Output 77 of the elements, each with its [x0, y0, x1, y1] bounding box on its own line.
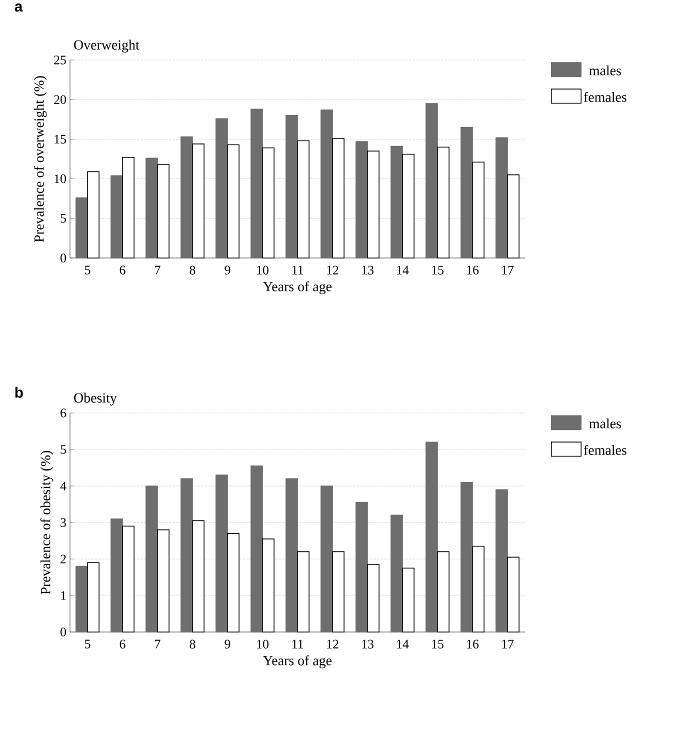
x-tick-label: 12 — [327, 640, 338, 648]
bar — [76, 566, 88, 632]
y-tick-label: 5 — [60, 214, 66, 223]
y-tick-label: 0 — [60, 628, 66, 636]
legend-label: males — [589, 418, 621, 428]
x-tick-label: 15 — [432, 266, 444, 274]
bar — [110, 175, 123, 258]
bar — [390, 146, 403, 258]
bar — [180, 136, 193, 258]
x-tick-label: 6 — [120, 266, 126, 274]
bar — [250, 466, 263, 632]
x-axis-title: Years of age — [263, 655, 332, 668]
y-tick-label: 4 — [60, 482, 66, 490]
x-tick-label: 16 — [467, 640, 479, 648]
bar — [320, 486, 333, 632]
y-tick-label: 10 — [54, 174, 66, 184]
x-tick-label: 5 — [85, 266, 90, 274]
y-tick-label: 15 — [54, 134, 66, 144]
bar — [76, 197, 88, 258]
y-tick-label: 2 — [60, 554, 66, 564]
x-tick-label: 6 — [120, 640, 126, 648]
chart-title: Overweight — [74, 40, 140, 52]
y-axis-title: Prevalence of obesity (%) — [40, 450, 54, 594]
y-tick-label: 0 — [60, 254, 66, 262]
x-tick-label: 7 — [155, 266, 160, 274]
y-tick-label: 1 — [61, 591, 66, 600]
bar — [496, 137, 508, 258]
bar — [286, 115, 298, 258]
bar — [216, 474, 228, 632]
x-tick-label: 13 — [362, 640, 374, 648]
bar — [286, 478, 298, 632]
x-tick-label: 7 — [155, 640, 160, 648]
x-tick-label: 11 — [292, 640, 303, 648]
x-tick-label: 13 — [362, 266, 374, 274]
x-tick-label: 14 — [397, 640, 409, 648]
text: b — [15, 386, 23, 398]
x-tick-label: 17 — [502, 640, 514, 648]
bar — [180, 478, 193, 632]
y-tick-label: 20 — [54, 95, 66, 104]
x-axis-title: Years of age — [263, 281, 332, 294]
x-tick-label: 9 — [224, 266, 230, 274]
legend-label: females — [584, 444, 626, 455]
bar — [216, 118, 228, 258]
y-tick-label: 5 — [60, 445, 66, 454]
bar — [146, 486, 158, 632]
bar — [110, 518, 123, 632]
x-tick-label: 8 — [190, 640, 196, 649]
bar — [460, 482, 473, 632]
bar — [426, 103, 438, 258]
legend-label: females — [584, 92, 626, 102]
y-tick-label: 6 — [60, 408, 66, 418]
x-tick-label: 8 — [190, 266, 196, 275]
legend-label: males — [589, 65, 621, 76]
x-tick-label: 17 — [502, 266, 514, 274]
x-tick-label: 9 — [224, 640, 230, 648]
y-tick-label: 3 — [60, 518, 66, 527]
bar — [356, 502, 368, 632]
x-tick-label: 10 — [257, 640, 268, 649]
chart-title: Obesity — [74, 392, 117, 406]
text: a — [14, 3, 23, 12]
bar — [426, 442, 438, 632]
bar — [320, 109, 333, 258]
x-tick-label: 15 — [432, 640, 444, 648]
bar — [356, 141, 368, 258]
x-tick-label: 14 — [397, 266, 409, 274]
bar — [460, 126, 473, 258]
x-tick-label: 16 — [467, 266, 479, 274]
y-axis-title: Prevalence of overweight (%) — [34, 76, 47, 242]
bar — [496, 489, 508, 632]
y-tick-label: 25 — [54, 56, 66, 64]
x-tick-label: 5 — [85, 640, 90, 648]
bar — [390, 514, 403, 632]
bar — [146, 158, 158, 258]
x-tick-label: 12 — [327, 266, 338, 274]
bar — [250, 108, 263, 258]
x-tick-label: 10 — [257, 266, 268, 275]
x-tick-label: 11 — [292, 266, 303, 274]
